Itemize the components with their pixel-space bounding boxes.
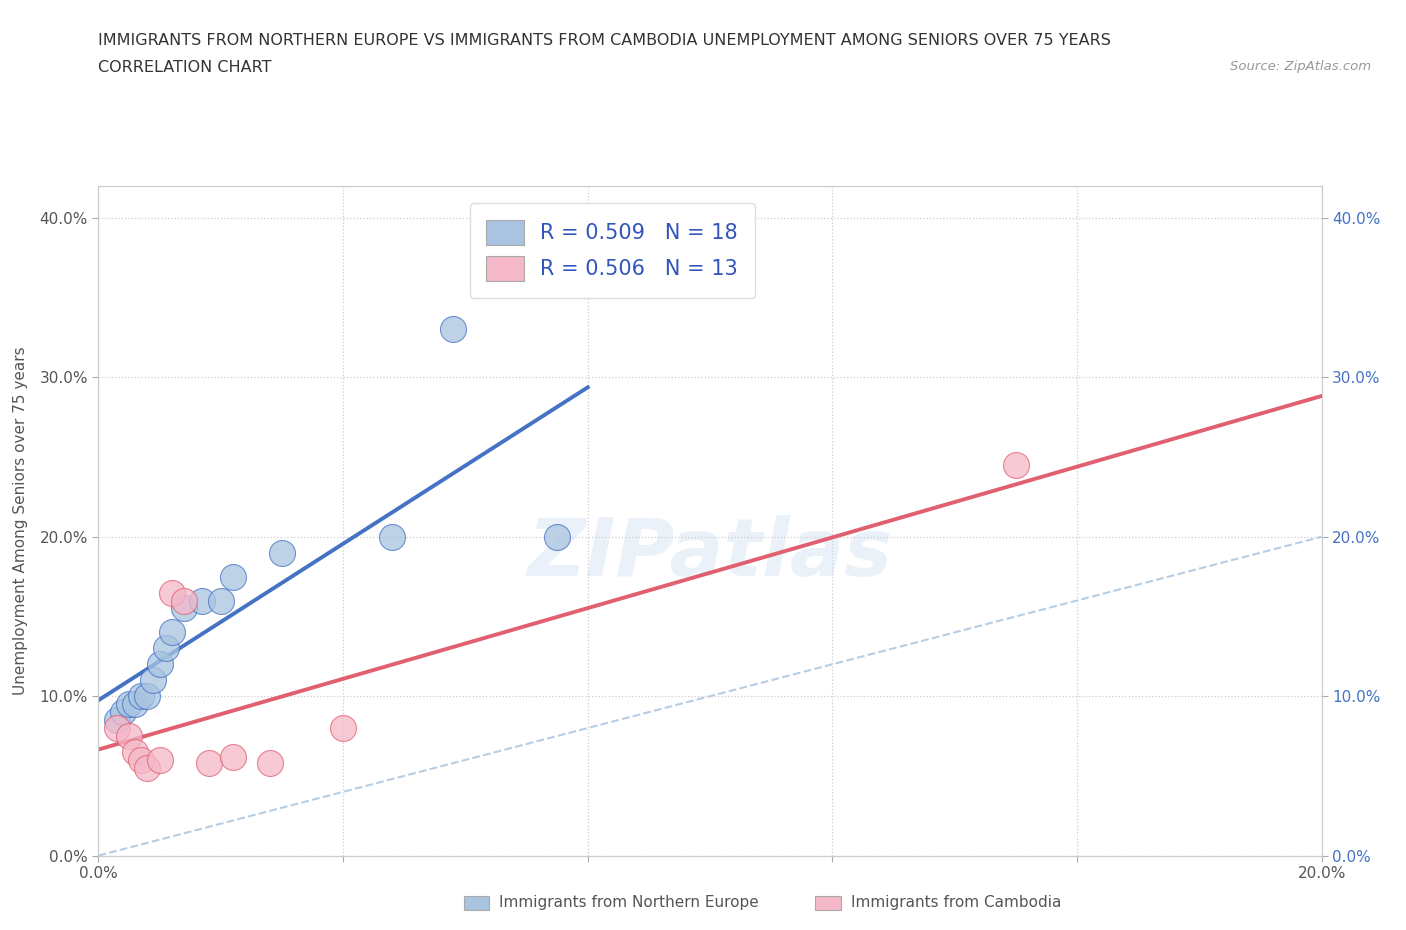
Point <box>173 601 195 616</box>
Point <box>149 752 172 767</box>
Text: Immigrants from Northern Europe: Immigrants from Northern Europe <box>499 895 759 910</box>
Point <box>129 752 152 767</box>
Bar <box>815 896 841 910</box>
Point <box>136 689 159 704</box>
Point <box>118 697 141 711</box>
Text: ZIPatlas: ZIPatlas <box>527 515 893 593</box>
Point <box>118 728 141 743</box>
Point <box>160 625 183 640</box>
Point <box>222 750 245 764</box>
Text: Immigrants from Cambodia: Immigrants from Cambodia <box>851 895 1062 910</box>
Point <box>136 761 159 776</box>
Point <box>197 756 219 771</box>
Point <box>149 657 172 671</box>
Point <box>1004 458 1026 472</box>
Point <box>381 529 404 544</box>
Point <box>111 705 134 720</box>
Point <box>332 721 354 736</box>
Text: Source: ZipAtlas.com: Source: ZipAtlas.com <box>1230 60 1371 73</box>
Point <box>142 672 165 687</box>
Bar <box>464 896 489 910</box>
Y-axis label: Unemployment Among Seniors over 75 years: Unemployment Among Seniors over 75 years <box>14 347 28 695</box>
Point <box>270 545 292 560</box>
Text: IMMIGRANTS FROM NORTHERN EUROPE VS IMMIGRANTS FROM CAMBODIA UNEMPLOYMENT AMONG S: IMMIGRANTS FROM NORTHERN EUROPE VS IMMIG… <box>98 33 1111 47</box>
Point <box>173 593 195 608</box>
Legend: R = 0.509   N = 18, R = 0.506   N = 13: R = 0.509 N = 18, R = 0.506 N = 13 <box>470 203 755 298</box>
Point <box>129 689 152 704</box>
Point <box>155 641 177 656</box>
Point <box>209 593 232 608</box>
Point <box>124 697 146 711</box>
Point <box>259 756 281 771</box>
Point <box>191 593 214 608</box>
Text: CORRELATION CHART: CORRELATION CHART <box>98 60 271 75</box>
Point <box>546 529 568 544</box>
Point <box>105 712 128 727</box>
Point <box>124 745 146 760</box>
Point <box>105 721 128 736</box>
Point <box>160 585 183 600</box>
Point <box>222 569 245 584</box>
Point <box>441 322 464 337</box>
